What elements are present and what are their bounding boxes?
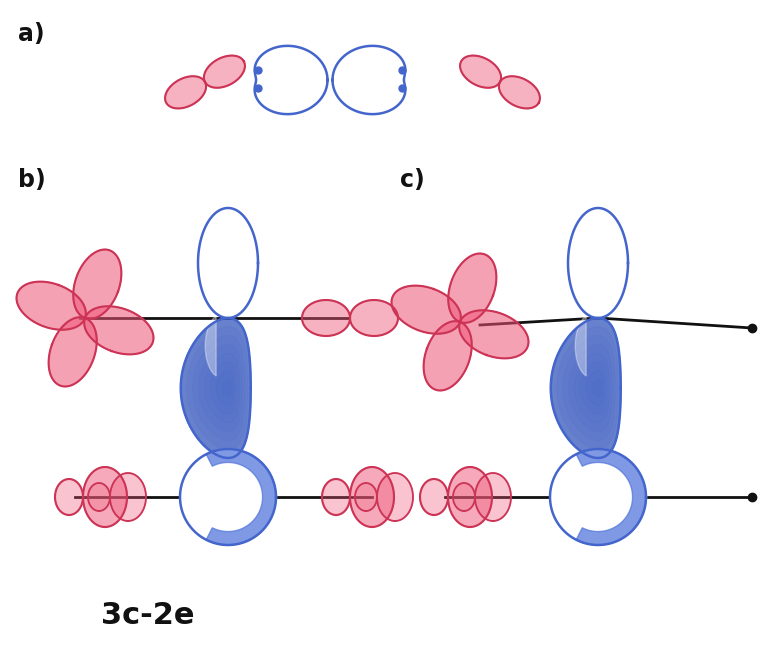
Polygon shape: [84, 306, 154, 354]
Polygon shape: [592, 379, 601, 397]
Polygon shape: [577, 449, 646, 545]
Polygon shape: [580, 362, 607, 414]
Polygon shape: [556, 327, 618, 450]
Polygon shape: [181, 318, 251, 458]
Polygon shape: [424, 321, 472, 390]
Polygon shape: [499, 76, 540, 108]
Polygon shape: [198, 208, 258, 318]
Polygon shape: [569, 344, 612, 432]
Polygon shape: [322, 479, 350, 515]
Polygon shape: [460, 55, 501, 88]
Polygon shape: [575, 316, 586, 376]
Polygon shape: [551, 318, 621, 458]
Polygon shape: [550, 449, 646, 545]
Polygon shape: [377, 473, 413, 521]
Polygon shape: [563, 335, 615, 441]
Polygon shape: [574, 353, 609, 423]
Polygon shape: [83, 467, 127, 527]
Polygon shape: [192, 335, 245, 441]
Polygon shape: [204, 55, 245, 88]
Polygon shape: [449, 253, 497, 323]
Polygon shape: [302, 300, 350, 336]
Polygon shape: [586, 370, 604, 406]
Text: b): b): [18, 168, 46, 192]
Polygon shape: [350, 467, 394, 527]
Polygon shape: [392, 286, 461, 333]
Polygon shape: [88, 483, 110, 511]
Polygon shape: [350, 300, 398, 336]
Polygon shape: [180, 449, 276, 545]
Text: 3c-2e: 3c-2e: [101, 601, 195, 630]
Polygon shape: [205, 316, 217, 376]
Polygon shape: [165, 76, 206, 108]
Polygon shape: [420, 479, 448, 515]
Polygon shape: [217, 370, 234, 406]
Polygon shape: [73, 250, 121, 319]
Polygon shape: [206, 449, 276, 545]
Polygon shape: [448, 467, 492, 527]
Polygon shape: [204, 353, 239, 423]
Polygon shape: [355, 483, 377, 511]
Polygon shape: [222, 379, 230, 397]
Polygon shape: [210, 362, 237, 414]
Polygon shape: [55, 479, 83, 515]
Polygon shape: [16, 282, 86, 330]
Text: a): a): [18, 22, 45, 46]
Polygon shape: [568, 208, 628, 318]
Polygon shape: [181, 318, 251, 458]
Polygon shape: [49, 317, 97, 386]
Polygon shape: [332, 46, 405, 114]
Polygon shape: [110, 473, 146, 521]
Polygon shape: [255, 46, 327, 114]
Polygon shape: [459, 310, 528, 359]
Polygon shape: [199, 344, 242, 432]
Text: c): c): [400, 168, 424, 192]
Polygon shape: [475, 473, 511, 521]
Polygon shape: [551, 318, 621, 458]
Polygon shape: [187, 327, 248, 450]
Polygon shape: [453, 483, 475, 511]
